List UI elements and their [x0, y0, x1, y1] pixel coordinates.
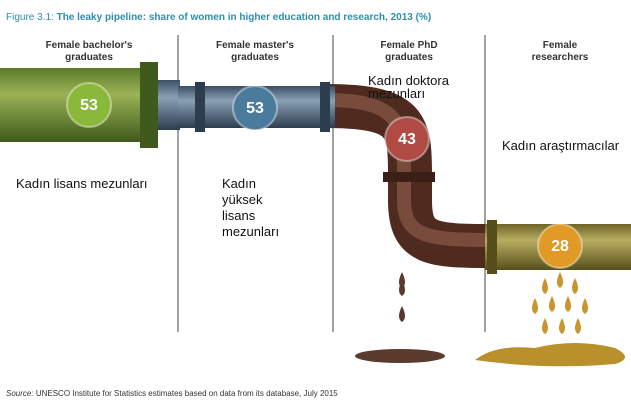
stage-value: 53: [80, 97, 98, 114]
local-label: mezunları: [222, 224, 279, 239]
local-label: Kadın: [222, 176, 256, 191]
source-prefix: Source:: [6, 389, 34, 398]
stage-value: 43: [398, 131, 416, 148]
stage-label: Female PhD: [380, 40, 437, 51]
drops: [475, 272, 625, 366]
flange: [383, 172, 435, 182]
stage-label: graduates: [231, 52, 279, 63]
stage-value: 53: [246, 100, 264, 117]
stage-label: Female: [543, 40, 578, 51]
infographic: Figure 3.1: The leaky pipeline: share of…: [0, 0, 631, 406]
drops: [355, 272, 445, 363]
local-label: Kadın lisans mezunları: [16, 176, 148, 191]
title-text: The leaky pipeline: share of women in hi…: [57, 12, 432, 23]
local-label: Kadın araştırmacılar: [502, 138, 620, 153]
local-label: mezunları: [368, 86, 425, 101]
flange: [140, 62, 158, 148]
title: Figure 3.1: The leaky pipeline: share of…: [6, 12, 431, 23]
source-text: UNESCO Institute for Statistics estimate…: [36, 389, 338, 398]
stage-label: graduates: [385, 52, 433, 63]
local-label: yüksek: [222, 192, 263, 207]
source: Source: UNESCO Institute for Statistics …: [6, 389, 338, 398]
flange: [487, 220, 497, 274]
stage-value: 28: [551, 238, 569, 255]
stage-label: Female bachelor's: [46, 40, 133, 51]
flange: [320, 82, 330, 132]
local-label: lisans: [222, 208, 256, 223]
title-prefix: Figure 3.1:: [6, 12, 54, 23]
flange: [195, 82, 205, 132]
stage-label: researchers: [532, 52, 589, 63]
stage-label: graduates: [65, 52, 113, 63]
pipe: [158, 80, 180, 130]
stage-label: Female master's: [216, 40, 294, 51]
